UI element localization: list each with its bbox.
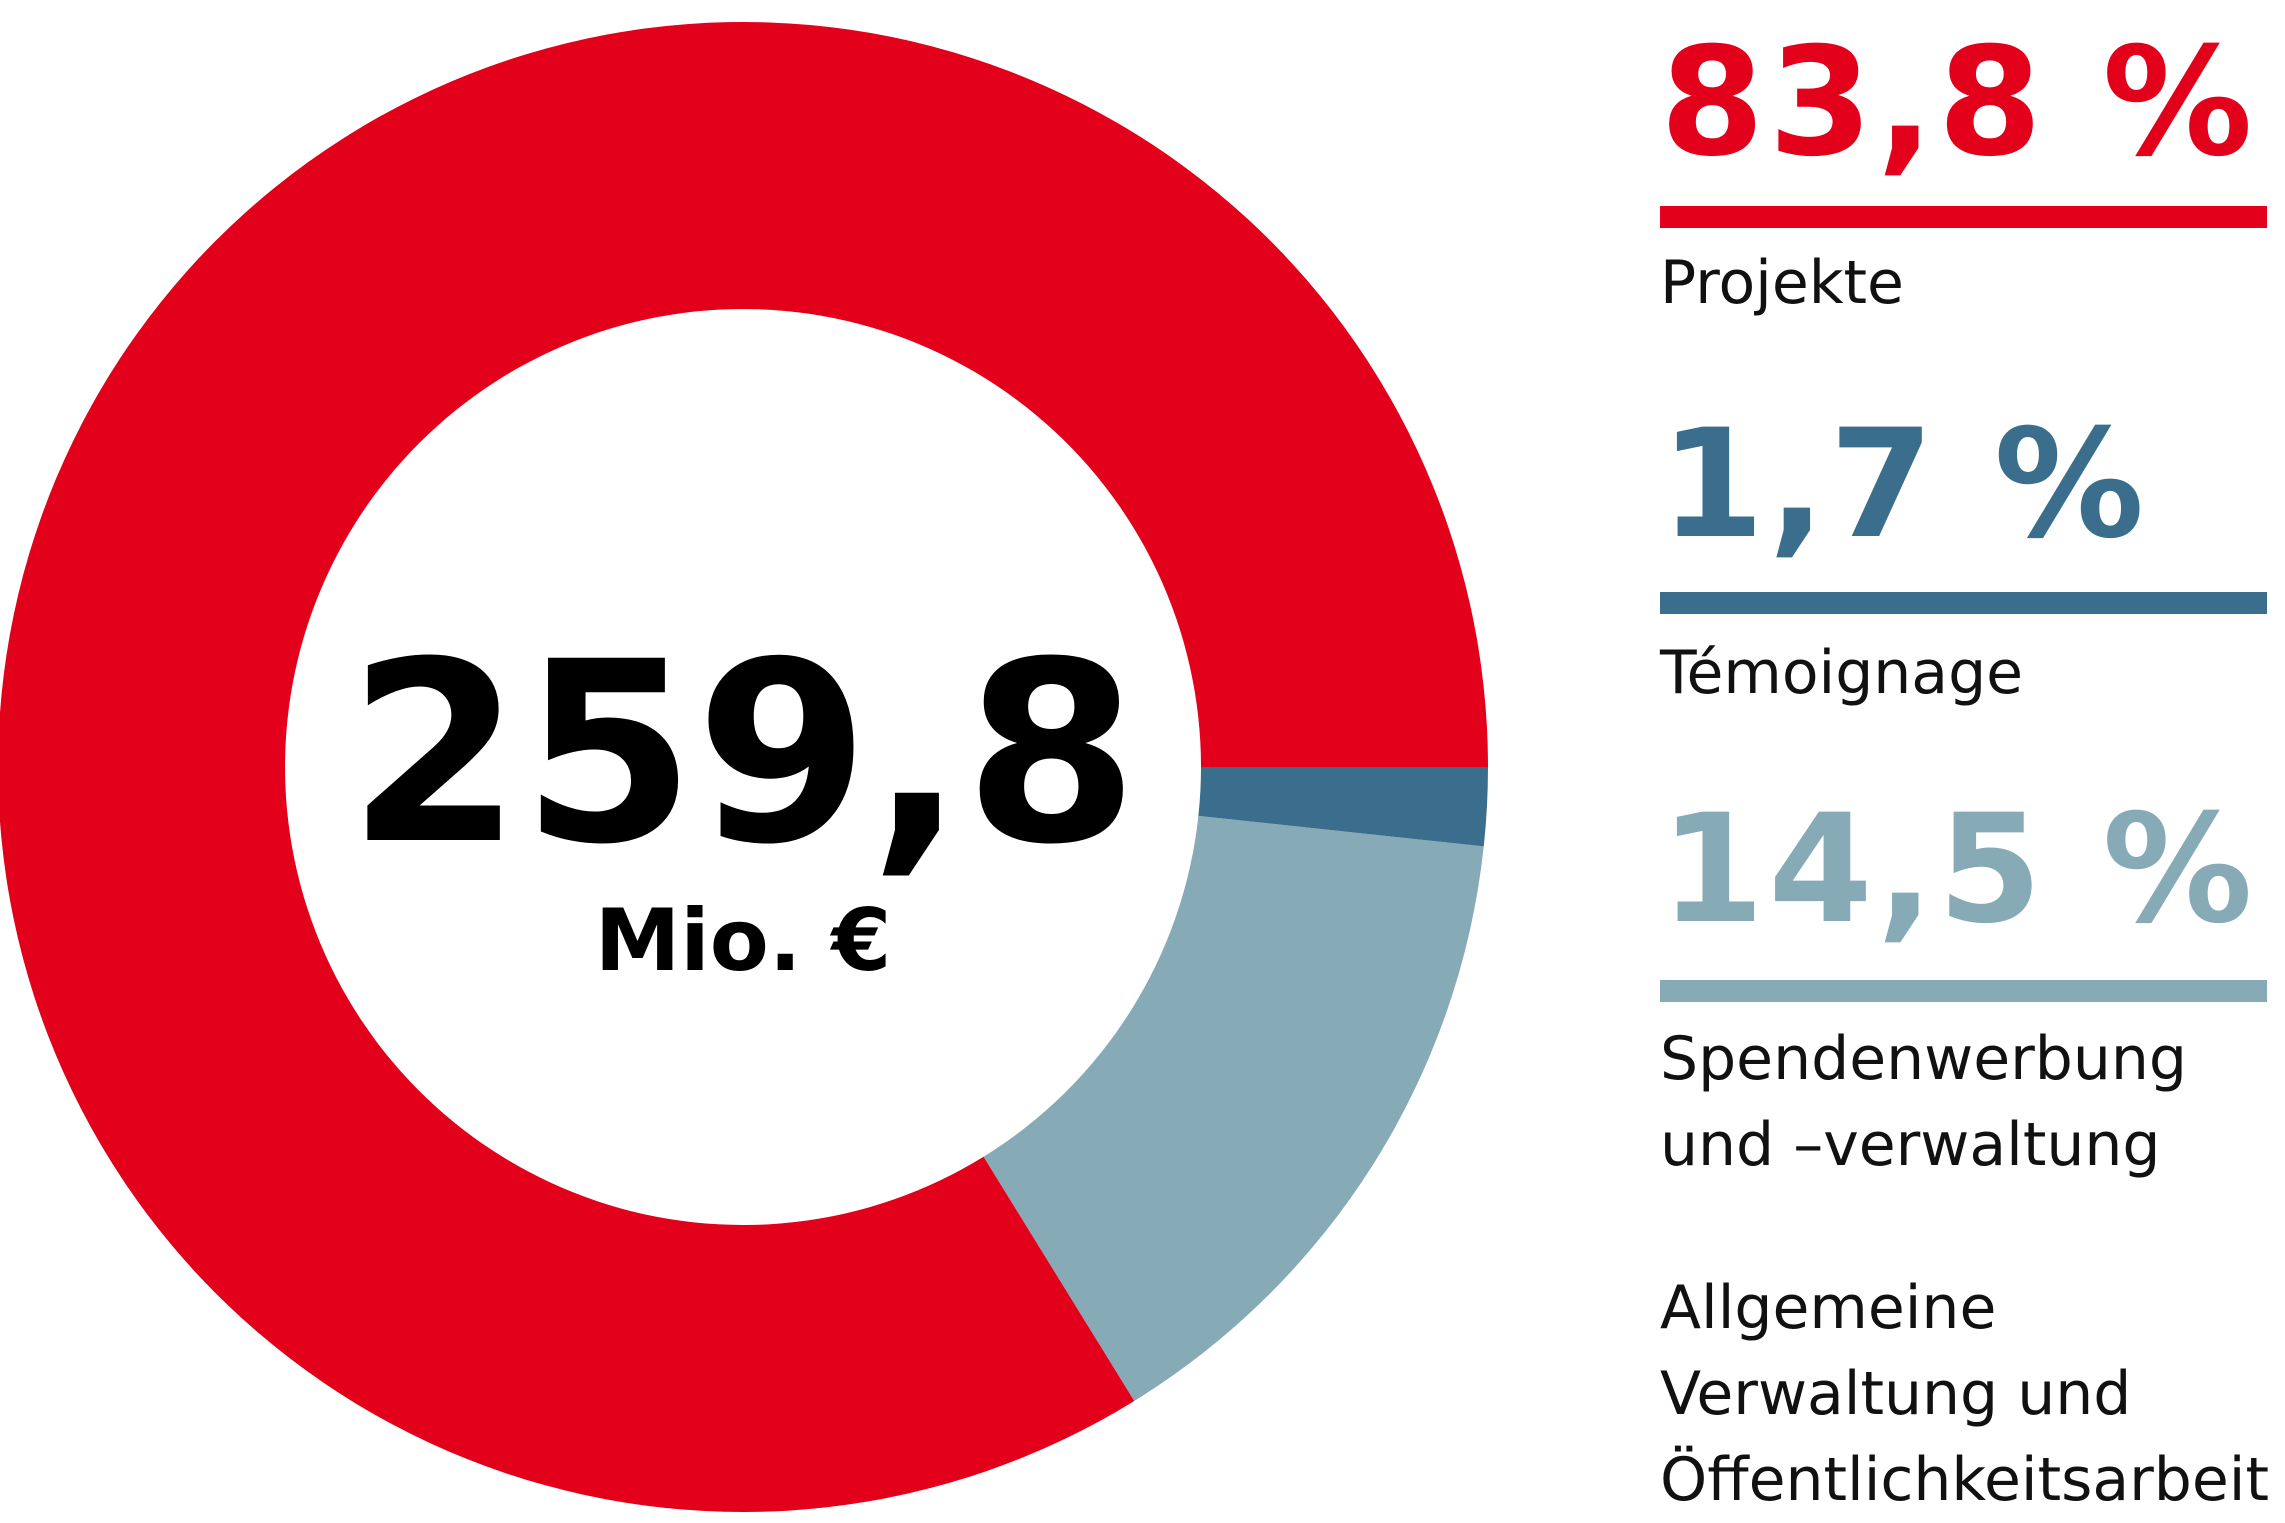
legend-bar <box>1660 206 2267 228</box>
value-label: 83,8 % <box>1660 16 2257 190</box>
center-label: 259,8 <box>348 608 1139 899</box>
legend-label: Témoignage <box>1660 638 2024 708</box>
legend-label: Projekte <box>1660 248 1904 318</box>
donut-slice <box>983 815 1484 1401</box>
donut-slice <box>0 22 1488 1512</box>
donut-slice <box>1198 767 1488 847</box>
legend-label: Spendenwerbung und –verwaltung <box>1660 1024 2188 1180</box>
legend-label: Allgemeine Verwaltung und Öffentlichkeit… <box>1660 1273 2269 1515</box>
chart: 259,8 Mio. € <box>0 22 1488 1512</box>
value-label: 14,5 % <box>1660 783 2257 957</box>
value-label: 1,7 % <box>1660 398 2149 572</box>
legend-bar <box>1660 980 2267 1002</box>
center-sublabel: Mio. € <box>595 891 892 991</box>
legend-bar <box>1660 592 2267 614</box>
